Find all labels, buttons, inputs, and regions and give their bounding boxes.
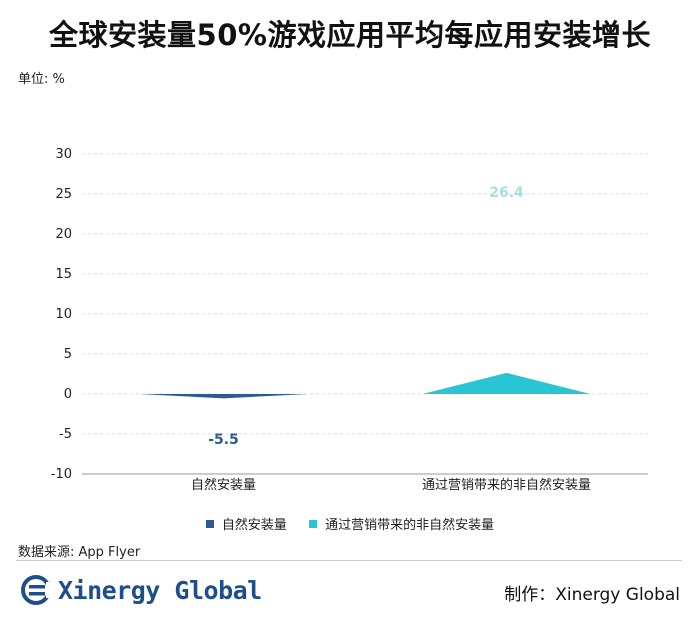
chart-title: 全球安装量50%游戏应用平均每应用安装增长 <box>49 18 651 52</box>
logo-text: Xinergy Global <box>58 575 262 605</box>
y-tick-label: 5 <box>64 347 72 362</box>
y-tick-label: 25 <box>55 187 72 202</box>
y-tick-label: 0 <box>64 387 72 402</box>
data-label-organic: -5.5 <box>208 432 239 448</box>
y-tick-label: 10 <box>55 307 72 322</box>
data-label-marketing: 26.4 <box>489 185 524 201</box>
legend-label-marketing: 通过营销带来的非自然安装量 <box>325 518 495 533</box>
y-tick-label: 20 <box>55 227 72 242</box>
y-tick-label: 15 <box>55 267 72 282</box>
maker-credit: 制作：Xinergy Global <box>504 585 680 605</box>
y-tick-label: 30 <box>55 147 72 162</box>
legend: 自然安装量 通过营销带来的非自然安装量 <box>0 514 700 533</box>
company-logo: Xinergy Global <box>20 574 262 606</box>
footer-divider <box>16 560 682 561</box>
y-tick-label: -10 <box>51 467 72 482</box>
series-organic-mark <box>139 394 308 399</box>
source-note: 数据来源: App Flyer <box>18 545 141 560</box>
legend-label-organic: 自然安装量 <box>221 518 287 533</box>
x-tick-label: 自然安装量 <box>191 477 256 493</box>
legend-swatch-marketing <box>309 519 318 528</box>
legend-item-organic[interactable]: 自然安装量 <box>205 514 287 533</box>
series-marketing-mark <box>422 372 591 394</box>
chart-area: 30 25 20 15 10 5 0 -5 -10 自然安装量 通过营销带来的非自然安装量 -5.5 2… <box>51 147 648 493</box>
logo-mark-icon <box>21 575 52 605</box>
x-tick-label: 通过营销带来的非自然安装量 <box>422 477 591 493</box>
legend-swatch-organic <box>205 519 214 528</box>
unit-label: 单位: % <box>18 72 65 87</box>
y-tick-label: -5 <box>59 427 72 442</box>
legend-item-marketing[interactable]: 通过营销带来的非自然安装量 <box>309 514 494 533</box>
